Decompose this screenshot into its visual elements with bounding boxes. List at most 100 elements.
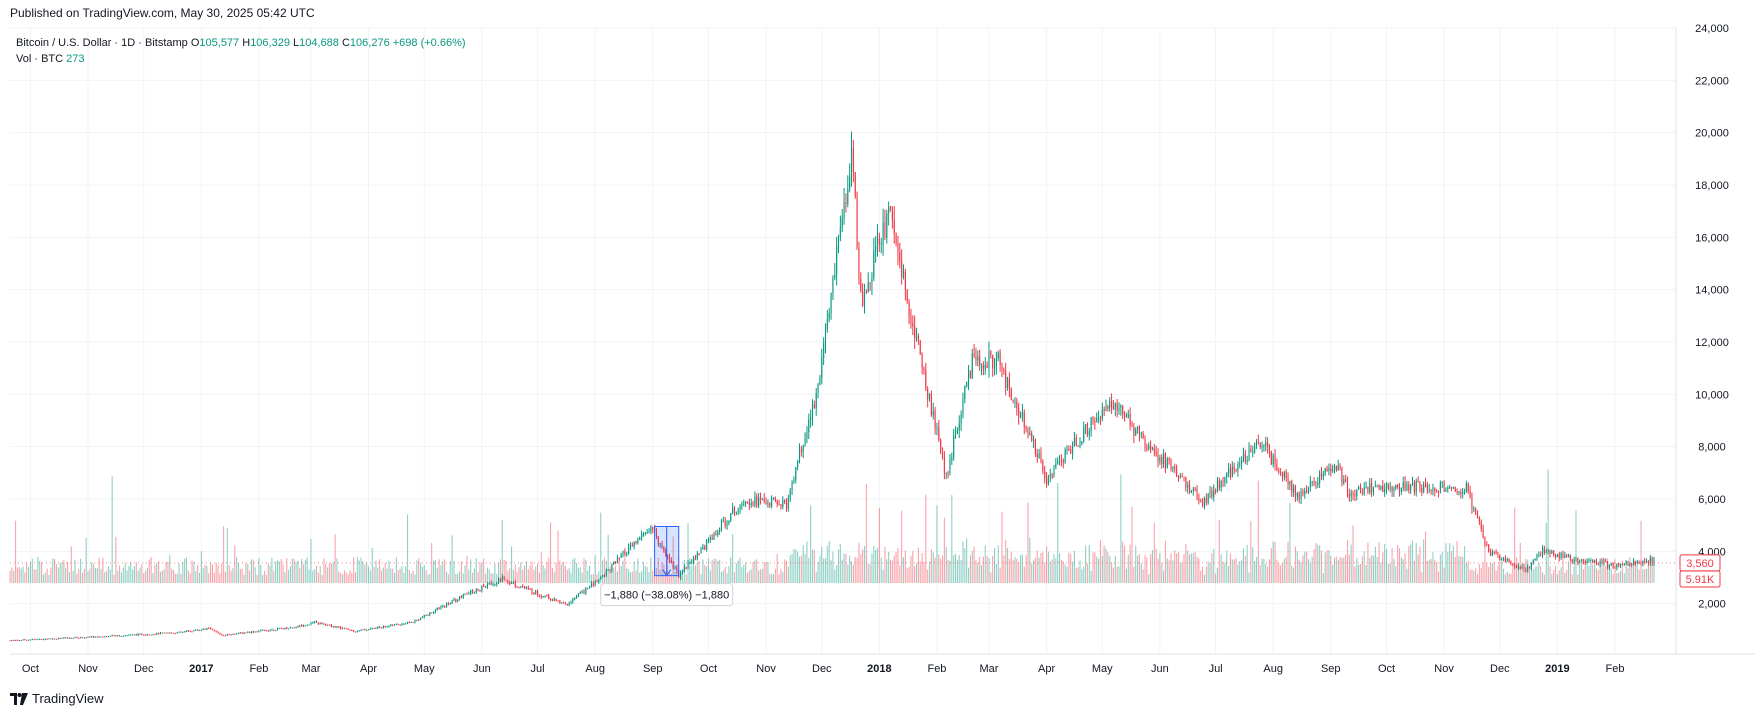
candle-body xyxy=(375,628,377,630)
volume-bar xyxy=(1365,565,1367,583)
candle-body xyxy=(122,635,124,637)
candle-body xyxy=(1560,553,1562,559)
candle-body xyxy=(360,629,362,631)
volume-bar xyxy=(1209,562,1211,583)
candle-body xyxy=(719,529,721,532)
volume-bar xyxy=(531,561,533,583)
candle-body xyxy=(1333,465,1336,470)
candle-body xyxy=(828,313,830,319)
candle-body xyxy=(1164,454,1167,468)
volume-bar xyxy=(843,553,845,583)
candle-body xyxy=(76,637,78,639)
volume-bar xyxy=(470,559,472,583)
volume-bar xyxy=(280,558,282,583)
volume-bar xyxy=(455,574,457,583)
candle-body xyxy=(230,634,232,636)
volume-bar xyxy=(1469,569,1471,583)
volume-bar xyxy=(152,572,154,583)
volume-bar xyxy=(1272,541,1274,583)
candle-body xyxy=(250,631,253,633)
y-tick-label: 2,000 xyxy=(1698,599,1726,611)
volume-bar xyxy=(189,573,191,583)
volume-bar xyxy=(1493,561,1495,583)
candle-body xyxy=(977,356,979,361)
candle-body xyxy=(234,633,236,635)
candle-body xyxy=(1031,432,1033,441)
candle-body xyxy=(172,632,175,634)
volume-bar xyxy=(856,558,858,583)
candle-body xyxy=(1482,529,1484,538)
volume-bar xyxy=(453,560,455,583)
candle-body xyxy=(841,217,843,228)
volume-bar xyxy=(1506,571,1508,583)
footer-brand[interactable]: TradingView xyxy=(10,691,104,706)
candle-body xyxy=(904,271,906,291)
volume-bar xyxy=(1094,552,1096,583)
candle-body xyxy=(1094,421,1096,423)
candle-body xyxy=(1651,557,1653,564)
volume-bar xyxy=(533,570,535,583)
candle-body xyxy=(91,636,93,638)
volume-bar xyxy=(1263,558,1265,583)
volume-bar xyxy=(551,568,553,583)
volume-bar xyxy=(429,573,431,583)
volume-bar xyxy=(691,566,693,583)
volume-bar xyxy=(1534,566,1536,583)
candle-body xyxy=(1519,566,1521,569)
candle-body xyxy=(275,630,277,632)
candle-body xyxy=(741,504,743,506)
candle-body xyxy=(537,590,539,595)
volume-bar xyxy=(1404,553,1406,583)
volume-bar xyxy=(1450,551,1453,583)
volume-bar xyxy=(1057,482,1059,583)
volume-bar xyxy=(1174,550,1176,583)
volume-bar xyxy=(1356,557,1358,583)
volume-bar xyxy=(1211,553,1213,583)
volume-bar xyxy=(1554,565,1557,583)
candle-body xyxy=(223,635,225,637)
candle-body xyxy=(1040,453,1042,462)
candle-body xyxy=(1397,484,1399,488)
volume-bar xyxy=(854,556,856,583)
candle-body xyxy=(1400,487,1402,492)
candle-body xyxy=(57,638,59,640)
candle-body xyxy=(1634,561,1636,564)
candle-body xyxy=(1313,481,1315,484)
volume-bar xyxy=(26,562,28,583)
volume-bar xyxy=(74,560,76,583)
volume-bar xyxy=(522,569,524,583)
candle-body xyxy=(986,365,988,368)
volume-bar xyxy=(1032,560,1035,583)
candle-body xyxy=(525,587,527,589)
candle-body xyxy=(652,526,654,529)
volume-bar xyxy=(451,535,453,583)
x-tick-label: Oct xyxy=(22,663,39,675)
volume-bar xyxy=(759,569,762,583)
volume-bar xyxy=(611,565,613,583)
candle-body xyxy=(680,572,682,578)
candle-body xyxy=(55,638,57,640)
volume-bar xyxy=(1337,559,1339,583)
volume-bar xyxy=(535,566,537,583)
candle-body xyxy=(1450,487,1453,489)
candle-body xyxy=(912,323,914,327)
volume-bar xyxy=(1138,554,1140,583)
candle-body xyxy=(392,624,394,626)
volume-bar xyxy=(1137,555,1139,583)
candle-body xyxy=(1153,448,1155,452)
candle-body xyxy=(823,342,825,358)
volume-bar xyxy=(330,563,332,583)
volume-bar xyxy=(16,567,18,583)
candle-body xyxy=(1530,562,1532,569)
volume-bar xyxy=(847,564,849,583)
volume-bar xyxy=(1025,555,1027,583)
candle-body xyxy=(836,246,838,275)
volume-bar xyxy=(1098,558,1100,583)
volume-bar xyxy=(1248,572,1250,583)
candle-body xyxy=(1285,471,1287,479)
candle-body xyxy=(1502,558,1505,560)
candle-body xyxy=(152,634,154,636)
candle-body xyxy=(583,591,585,594)
candle-body xyxy=(667,555,669,557)
